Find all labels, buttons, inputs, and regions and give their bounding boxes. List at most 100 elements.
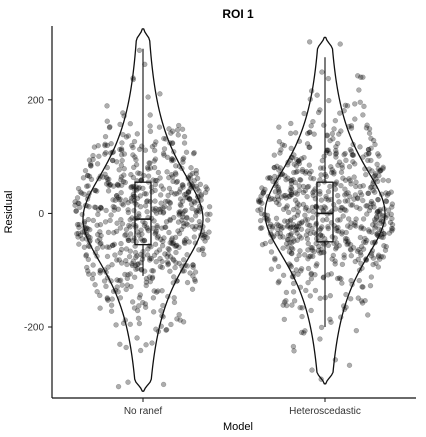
data-point <box>308 175 314 181</box>
data-point <box>79 236 86 242</box>
data-point <box>90 152 96 159</box>
data-point <box>131 164 137 171</box>
data-point <box>318 249 325 256</box>
data-point <box>339 205 345 211</box>
data-point <box>132 262 138 269</box>
data-point <box>119 201 125 207</box>
data-point <box>152 156 159 162</box>
data-point <box>315 109 322 116</box>
data-point <box>136 303 142 309</box>
data-point <box>142 220 148 226</box>
data-point <box>342 177 349 183</box>
data-point <box>294 204 300 211</box>
data-point <box>297 305 303 311</box>
data-point <box>343 207 349 214</box>
data-point <box>114 277 120 283</box>
data-point <box>377 168 383 174</box>
data-point <box>137 204 144 210</box>
data-point <box>298 156 305 162</box>
data-point <box>144 199 150 205</box>
data-point <box>333 179 340 185</box>
data-point <box>358 225 364 231</box>
plot-layer <box>72 28 396 392</box>
data-point <box>145 173 152 179</box>
data-point <box>95 211 101 218</box>
data-point <box>308 276 315 282</box>
data-point <box>274 231 281 237</box>
data-point <box>357 234 364 241</box>
data-point <box>373 223 379 229</box>
data-point <box>293 156 300 163</box>
data-point <box>300 201 307 208</box>
data-point <box>318 246 324 253</box>
data-point <box>343 238 349 244</box>
data-point <box>374 208 381 215</box>
data-point <box>318 172 324 178</box>
data-point <box>152 142 158 148</box>
data-point <box>306 208 312 214</box>
data-point <box>78 190 85 196</box>
data-point <box>309 204 316 210</box>
data-point <box>75 185 82 192</box>
data-point <box>118 190 124 196</box>
data-point <box>276 201 282 208</box>
data-point <box>316 243 322 250</box>
data-point <box>125 207 131 213</box>
data-point <box>124 282 131 288</box>
data-point <box>309 225 315 232</box>
data-point <box>146 274 153 280</box>
data-point <box>348 181 354 187</box>
data-point <box>353 183 359 190</box>
data-point <box>318 226 324 232</box>
data-point <box>137 292 143 298</box>
data-point <box>113 193 120 199</box>
data-point <box>354 195 361 201</box>
data-point <box>152 147 158 154</box>
data-point <box>317 295 323 301</box>
data-point <box>329 131 335 137</box>
data-point <box>151 252 158 258</box>
data-point <box>339 280 345 286</box>
data-point <box>74 221 81 228</box>
data-point <box>133 157 139 163</box>
data-point <box>388 211 394 217</box>
data-point <box>346 216 352 222</box>
data-point <box>75 230 82 237</box>
data-point <box>377 211 383 217</box>
data-point <box>283 289 290 296</box>
data-point <box>175 219 182 225</box>
data-point <box>290 176 296 183</box>
data-point <box>94 188 100 194</box>
data-point <box>148 255 154 262</box>
data-point <box>180 223 187 230</box>
data-point <box>347 242 354 248</box>
data-point <box>127 231 134 237</box>
data-point <box>117 277 124 283</box>
data-point <box>181 239 188 245</box>
data-point <box>299 166 306 173</box>
data-point <box>372 225 378 231</box>
data-point <box>86 173 93 180</box>
data-point <box>291 161 297 167</box>
data-point <box>288 180 295 187</box>
chart-title: ROI 1 <box>222 7 254 21</box>
data-point <box>358 192 365 198</box>
data-point <box>288 130 294 137</box>
data-point <box>302 217 309 223</box>
data-point <box>386 230 393 236</box>
data-point <box>167 254 174 260</box>
data-point <box>103 283 109 290</box>
data-point <box>377 206 383 213</box>
data-point <box>355 195 361 202</box>
data-point <box>334 275 341 282</box>
data-point <box>317 232 324 239</box>
data-point <box>366 151 372 157</box>
data-point <box>77 232 84 238</box>
data-point <box>348 148 355 154</box>
data-point <box>168 130 174 136</box>
data-point <box>310 209 316 215</box>
data-point <box>288 245 295 251</box>
data-point <box>153 259 159 265</box>
data-point <box>364 237 370 244</box>
data-point <box>189 286 196 292</box>
